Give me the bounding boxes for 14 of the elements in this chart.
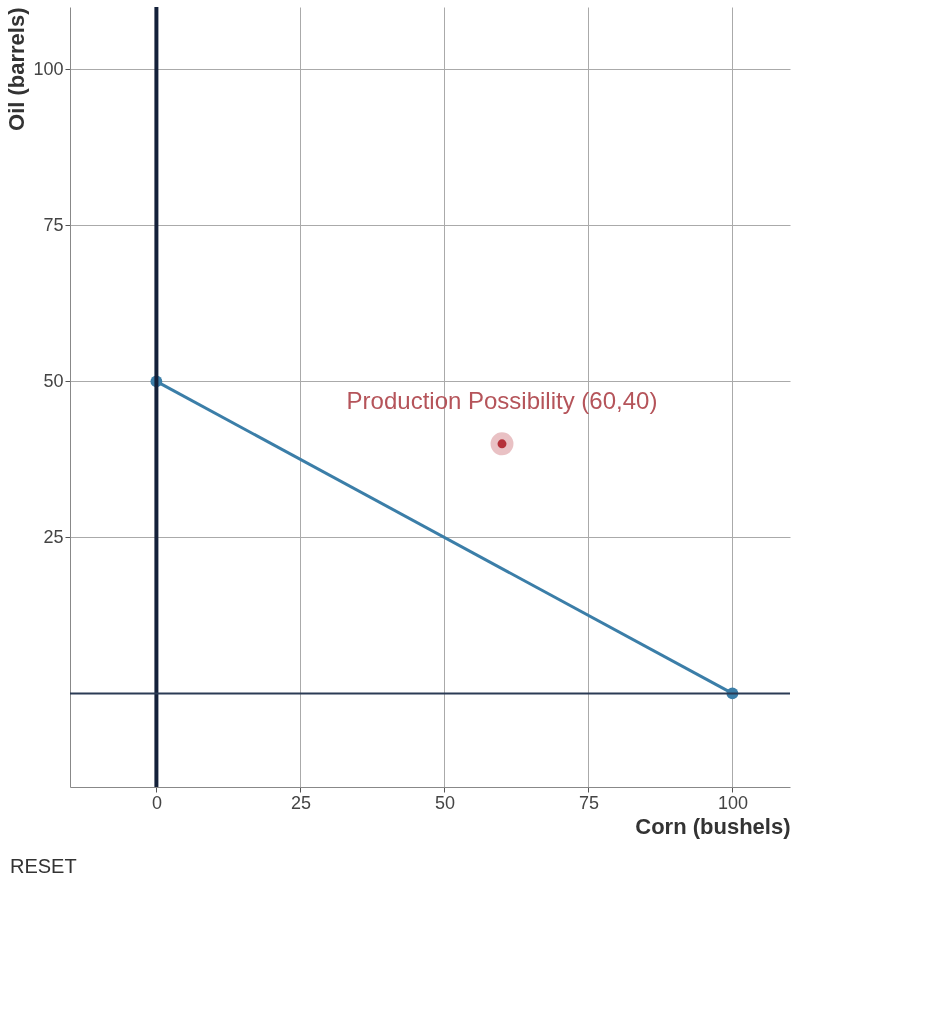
x-tick-label: 100 bbox=[717, 792, 748, 813]
x-tick-label: 25 bbox=[290, 792, 311, 813]
point bbox=[490, 432, 514, 456]
x-tick-label: 0 bbox=[151, 792, 162, 813]
x-tick-label: 50 bbox=[434, 792, 455, 813]
y-tick-label: 50 bbox=[43, 370, 64, 391]
x-axis-title: Corn (bushels) bbox=[635, 813, 791, 839]
x-tick-label: 75 bbox=[578, 792, 599, 813]
annotation: Production Possibility (60,40) bbox=[346, 386, 658, 414]
y-tick-label: 25 bbox=[43, 526, 64, 547]
text: RESET bbox=[10, 855, 77, 877]
y-tick-label: 75 bbox=[43, 214, 64, 235]
y-tick-label: 100 bbox=[33, 58, 64, 79]
y-axis-title: Oil (barrels) bbox=[4, 7, 30, 131]
